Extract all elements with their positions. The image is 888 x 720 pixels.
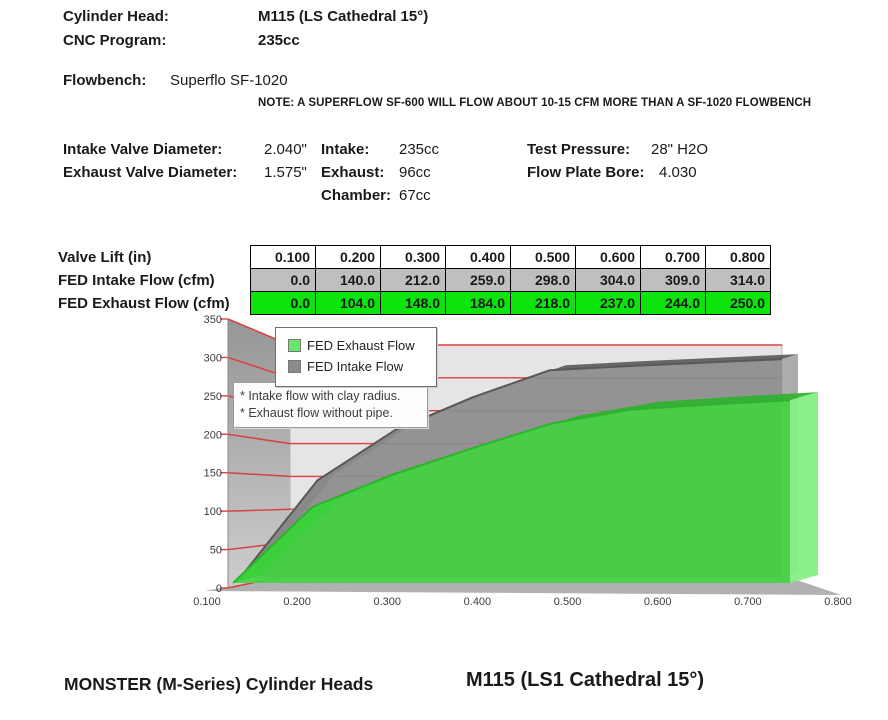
svg-text:200: 200 [204,429,222,441]
svg-text:100: 100 [204,506,222,518]
exhaust-valve-diameter-label: Exhaust Valve Diameter: [63,164,238,181]
flowbench-value: Superflo SF-1020 [170,72,288,89]
flow-plate-bore-label: Flow Plate Bore: [527,164,645,181]
legend-exhaust-label: FED Exhaust Flow [307,338,415,353]
svg-text:250: 250 [204,391,222,403]
cylinder-head-value: M115 (LS Cathedral 15°) [258,8,429,25]
intake-flow-cell: 259.0 [445,268,511,292]
svg-text:150: 150 [204,468,222,480]
intake-valve-diameter-value: 2.040" [264,141,307,158]
exhaust-cc-label: Exhaust: [321,164,385,181]
exhaust-flow-cell: 244.0 [640,291,706,315]
exhaust-flow-row: FED Exhaust Flow (cfm) 0.0 104.0 148.0 1… [58,291,771,315]
exhaust-flow-cell: 0.0 [250,291,316,315]
valve-lift-cell: 0.300 [380,245,446,269]
valve-lift-cell: 0.100 [250,245,316,269]
flow-plate-bore-value: 4.030 [659,164,697,181]
intake-flow-row: FED Intake Flow (cfm) 0.0 140.0 212.0 25… [58,268,771,292]
valve-lift-row: Valve Lift (in) 0.100 0.200 0.300 0.400 … [58,245,771,269]
valve-lift-cell: 0.600 [575,245,641,269]
intake-flow-cell: 309.0 [640,268,706,292]
intake-flow-cell: 140.0 [315,268,381,292]
flow-chart: 0 50 100 150 200 250 300 350 0.100 0.200 0.300 0.40… [150,300,888,620]
valve-lift-cell: 0.400 [445,245,511,269]
exhaust-flow-cell: 250.0 [705,291,771,315]
chamber-value: 67cc [399,187,431,204]
valve-lift-cell: 0.500 [510,245,576,269]
exhaust-flow-cell: 148.0 [380,291,446,315]
svg-text:50: 50 [210,545,222,557]
footer-head-title: M115 (LS1 Cathedral 15°) [466,669,705,691]
chamber-label: Chamber: [321,187,392,204]
intake-flow-cell: 304.0 [575,268,641,292]
exhaust-series-swatch-icon [288,339,301,352]
svg-text:0.800: 0.800 [824,596,852,608]
exhaust-flow-row-label: FED Exhaust Flow (cfm) [58,291,251,315]
legend-item-intake: FED Intake Flow [288,359,428,374]
flow-chart-canvas: 0 50 100 150 200 250 300 350 0.100 0.200 0.300 0.40… [193,314,852,608]
exhaust-valve-diameter-value: 1.575" [264,164,307,181]
valve-lift-row-label: Valve Lift (in) [58,245,251,269]
intake-flow-row-label: FED Intake Flow (cfm) [58,268,251,292]
cylinder-head-label: Cylinder Head: [63,8,169,25]
svg-text:0.600: 0.600 [644,596,672,608]
intake-cc-value: 235cc [399,141,440,158]
intake-flow-cell: 298.0 [510,268,576,292]
svg-text:0.300: 0.300 [374,596,402,608]
exhaust-flow-cell: 104.0 [315,291,381,315]
chart-note-line-1: * Intake flow with clay radius. [240,389,401,403]
valve-lift-cell: 0.800 [705,245,771,269]
valve-lift-cell: 0.200 [315,245,381,269]
svg-text:0.400: 0.400 [464,596,492,608]
intake-cc-label: Intake: [321,141,370,158]
test-pressure-value: 28" H2O [651,141,709,158]
legend-intake-label: FED Intake Flow [307,359,404,374]
flowbench-label: Flowbench: [63,72,147,89]
svg-text:0.500: 0.500 [554,596,582,608]
svg-text:0: 0 [216,583,222,595]
cnc-program-label: CNC Program: [63,32,167,49]
exhaust-flow-cell: 237.0 [575,291,641,315]
svg-text:300: 300 [204,352,222,364]
exhaust-flow-cell: 184.0 [445,291,511,315]
exhaust-flow-cell: 218.0 [510,291,576,315]
intake-flow-cell: 0.0 [250,268,316,292]
intake-flow-cell: 314.0 [705,268,771,292]
legend-item-exhaust: FED Exhaust Flow [288,338,428,353]
footer-series-title: MONSTER (M-Series) Cylinder Heads [64,674,374,694]
flow-data-table: Valve Lift (in) 0.100 0.200 0.300 0.400 … [58,245,771,315]
intake-flow-cell: 212.0 [380,268,446,292]
intake-valve-diameter-label: Intake Valve Diameter: [63,141,223,158]
svg-text:0.700: 0.700 [734,596,762,608]
chart-note-box: * Intake flow with clay radius. * Exhaus… [233,382,428,428]
cnc-program-value: 235cc [258,32,300,49]
svg-text:0.100: 0.100 [193,596,221,608]
chart-legend: FED Exhaust Flow FED Intake Flow [275,327,437,387]
chart-note-line-2: * Exhaust flow without pipe. [240,406,393,420]
exhaust-cc-value: 96cc [399,164,431,181]
test-pressure-label: Test Pressure: [527,141,631,158]
valve-lift-cell: 0.700 [640,245,706,269]
svg-text:350: 350 [204,314,222,326]
svg-text:0.200: 0.200 [283,596,311,608]
intake-series-swatch-icon [288,360,301,373]
flowbench-note: NOTE: A SUPERFLOW SF-600 WILL FLOW ABOUT… [258,97,812,109]
